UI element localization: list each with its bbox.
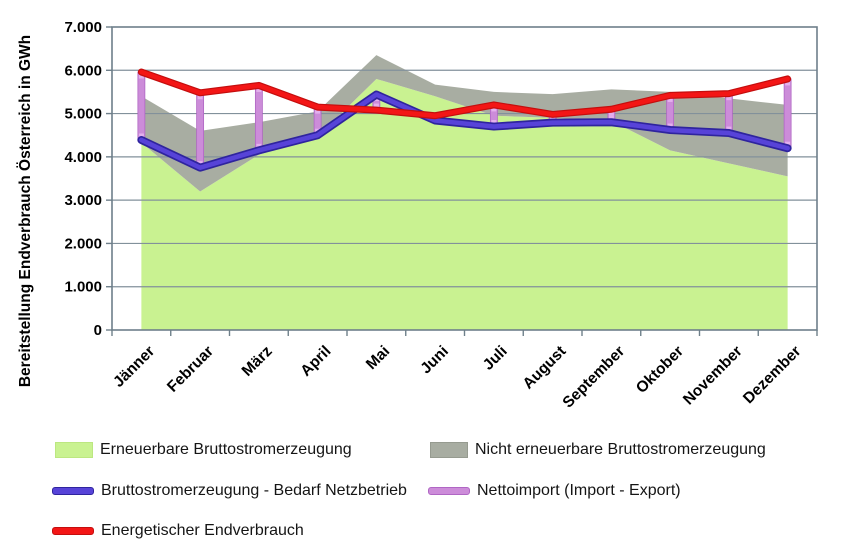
nonrenewable-area (141, 55, 788, 192)
x-tick-label: April (297, 343, 334, 380)
generation-line (139, 92, 790, 170)
legend-swatch-nonrenewable-area (430, 442, 468, 458)
y-tick-label: 1.000 (64, 279, 102, 296)
net-import-bar-marker (785, 80, 791, 86)
x-tick-label: Dezember (740, 343, 804, 407)
net-import-bar-marker (667, 96, 673, 102)
chart-plot: 0 1.000 2.000 3.000 4.000 5.000 6.000 7.000 Jänn… (64, 19, 818, 412)
x-tick-label: Mai (363, 343, 393, 373)
y-tick-label: 3.000 (64, 192, 102, 209)
x-tick-label: Juni (417, 343, 452, 378)
x-tick-label: November (680, 343, 746, 409)
legend-swatch-renewable-area (55, 442, 93, 458)
legend-swatch-consumption-line (52, 527, 94, 535)
net-import-bar-marker (315, 108, 321, 114)
legend-label: Nicht erneuerbare Bruttostromerzeugung (475, 441, 766, 458)
net-import-bar (783, 78, 792, 149)
x-tick-label: Jänner (110, 343, 158, 391)
y-tick-label: 5.000 (64, 106, 102, 123)
x-tick-label: Februar (164, 343, 217, 396)
net-import-bar-marker (491, 106, 497, 112)
x-tick-label: September (560, 343, 629, 412)
net-import-bar-marker (197, 94, 203, 100)
net-import-bar (254, 85, 263, 151)
net-import-bar (137, 71, 146, 141)
x-tick-label: Juli (480, 343, 511, 374)
legend-swatch-generation-line (52, 487, 94, 495)
y-tick-label: 6.000 (64, 62, 102, 79)
plot-border (111, 26, 818, 331)
legend-item-nonrenewable: Nicht erneuerbare Bruttostromerzeugung (430, 441, 766, 459)
x-tick-label: März (239, 343, 276, 380)
legend-item-renewable: Erneuerbare Bruttostromerzeugung (55, 441, 352, 459)
consumption-line (139, 69, 790, 119)
net-import-bar-marker (256, 86, 262, 92)
x-tick-label: August (520, 343, 570, 393)
x-tick-label: Oktober (633, 343, 687, 397)
net-import-bar-marker (608, 110, 614, 116)
legend-label: Bruttostromerzeugung - Bedarf Netzbetrie… (101, 482, 407, 499)
legend-item-generation: Bruttostromerzeugung - Bedarf Netzbetrie… (52, 482, 407, 500)
y-tick-label: 7.000 (64, 19, 102, 36)
legend-label: Energetischer Endverbrauch (101, 522, 304, 539)
legend-item-netimport: Nettoimport (Import - Export) (428, 482, 681, 500)
y-tick-label: 4.000 (64, 149, 102, 166)
legend-label: Erneuerbare Bruttostromerzeugung (100, 441, 352, 458)
net-import-bar (196, 92, 205, 169)
net-import-bar-marker (726, 95, 732, 101)
y-tick-label: 0 (94, 322, 102, 339)
net-import-bar-marker (138, 73, 144, 79)
legend-item-consumption: Energetischer Endverbrauch (52, 522, 304, 540)
legend-swatch-netimport-line (428, 487, 470, 495)
y-tick-label: 2.000 (64, 235, 102, 252)
legend-label: Nettoimport (Import - Export) (477, 482, 681, 499)
net-import-bar-marker (373, 103, 379, 109)
